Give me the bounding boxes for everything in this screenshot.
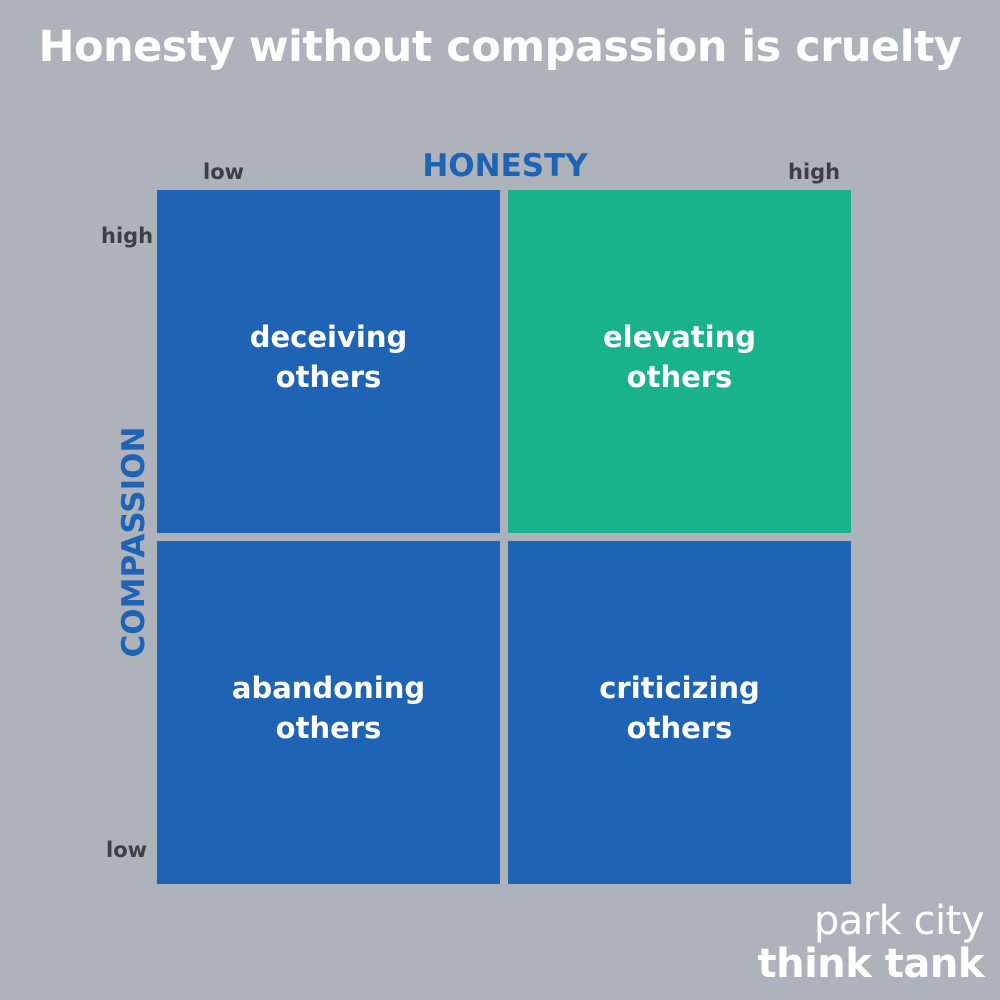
quadrant-bottom-right-line2: others bbox=[626, 710, 733, 745]
quadrant-top-left-line1: deceiving bbox=[249, 319, 408, 354]
y-axis-high-label: high bbox=[101, 224, 154, 248]
x-axis-low-label: low bbox=[203, 160, 245, 184]
quadrant-top-right-label: elevating others bbox=[603, 317, 756, 397]
quadrant-top-right-line1: elevating bbox=[603, 319, 756, 354]
quadrant-top-left-label: deceiving others bbox=[250, 317, 407, 397]
x-axis-title: HONESTY bbox=[422, 148, 588, 184]
quadrant-bottom-left-line2: others bbox=[275, 710, 382, 745]
brand-logo: park city think tank bbox=[757, 900, 984, 986]
brand-line-1: park city bbox=[813, 898, 985, 944]
quadrant-top-right: elevating others bbox=[508, 190, 851, 533]
quadrant-bottom-left: abandoning others bbox=[157, 541, 500, 884]
quadrant-top-left-line2: others bbox=[275, 359, 382, 394]
quadrant-bottom-left-line1: abandoning bbox=[231, 670, 426, 705]
quadrant-bottom-right-line1: criticizing bbox=[599, 670, 760, 705]
quadrant-bottom-right: criticizing others bbox=[508, 541, 851, 884]
brand-line-2: think tank bbox=[757, 941, 984, 987]
x-axis-high-label: high bbox=[788, 160, 841, 184]
y-axis-low-label: low bbox=[106, 838, 148, 862]
quadrant-top-right-line2: others bbox=[626, 359, 733, 394]
quadrant-bottom-left-label: abandoning others bbox=[232, 668, 425, 748]
quadrant-top-left: deceiving others bbox=[157, 190, 500, 533]
page-title: Honesty without compassion is cruelty bbox=[38, 22, 962, 72]
quadrant-bottom-right-label: criticizing others bbox=[599, 668, 760, 748]
y-axis-title: COMPASSION bbox=[116, 426, 152, 658]
